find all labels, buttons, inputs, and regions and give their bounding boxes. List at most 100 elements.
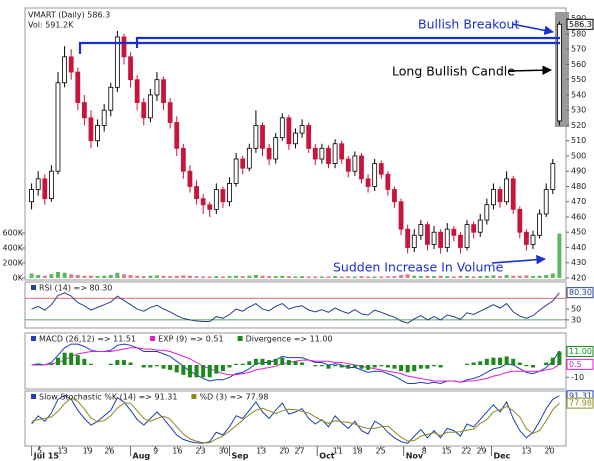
histogram-bar — [544, 362, 549, 365]
volume-bar — [333, 276, 338, 278]
volume-bar — [359, 276, 364, 278]
volume-bar — [399, 275, 404, 278]
y-tick-label: 540 — [571, 90, 586, 99]
candle-body — [299, 125, 305, 134]
candle-body — [365, 178, 371, 187]
candle-body — [372, 163, 378, 187]
volume-bar — [135, 275, 140, 278]
value-tag-box — [566, 345, 594, 357]
candle-body — [451, 228, 457, 236]
histogram-bar — [385, 365, 390, 368]
candle-body — [95, 125, 100, 142]
candle-body — [121, 36, 127, 58]
candle-body — [180, 147, 186, 172]
candle-body — [530, 234, 536, 245]
candle-body — [339, 143, 345, 160]
volume-bar — [88, 275, 93, 278]
candle-body — [332, 143, 338, 164]
histogram-bar — [234, 363, 239, 365]
arrow — [507, 65, 552, 75]
volume-bar — [280, 275, 285, 278]
main-panel — [24, 7, 567, 281]
histogram-bar — [524, 365, 529, 367]
volume-tick-label: 0K — [13, 274, 24, 283]
volume-bar — [478, 276, 483, 278]
x-tick-label: 20 — [544, 447, 554, 456]
volume-bar — [75, 275, 80, 278]
histogram-bar — [260, 358, 265, 365]
candle-body — [398, 201, 404, 230]
volume-bar — [346, 276, 351, 278]
volume-bar — [128, 275, 133, 278]
month-label: Dec — [493, 452, 510, 461]
histogram-bar — [531, 365, 536, 368]
x-tick-label: 22 — [461, 447, 471, 456]
histogram-bar — [253, 358, 258, 365]
value-tag: 91.31 — [569, 391, 592, 400]
histogram-bar — [240, 363, 245, 365]
volume-bar — [62, 272, 67, 278]
value-tag: 586.3 — [569, 20, 592, 29]
histogram-bar — [438, 365, 443, 368]
histogram-bar — [194, 365, 199, 378]
volume-bar — [267, 276, 272, 278]
volume-bar — [207, 276, 212, 278]
volume-bar — [168, 276, 173, 278]
chart-title: VMART (Daily) 586.3 — [28, 11, 110, 20]
y-tick-label: 530 — [571, 106, 586, 115]
candle-body — [425, 224, 430, 245]
histogram-bar — [504, 356, 509, 365]
y-tick-label: 30 — [571, 315, 581, 324]
volume-bar — [108, 275, 113, 278]
volume-bar — [300, 276, 305, 278]
legend-label: Slow Stochastic %K (14) => 91.31 — [39, 393, 177, 402]
y-tick-label: 550 — [571, 75, 586, 84]
volume-bar — [29, 273, 34, 278]
histogram-bar — [511, 358, 516, 365]
candle-body — [464, 224, 470, 248]
volume-bar — [293, 276, 298, 278]
histogram-bar — [491, 357, 496, 365]
histogram-bar — [557, 351, 562, 365]
candle-body — [471, 224, 477, 233]
candle-body — [537, 213, 543, 236]
volume-bar — [531, 276, 536, 278]
volume-bar — [498, 276, 503, 278]
candle-body — [75, 71, 81, 103]
value-tag-box — [566, 287, 594, 299]
candle-body — [411, 234, 417, 248]
y-tick-label: 460 — [571, 212, 586, 221]
volume-bar — [154, 275, 159, 278]
legend-label: Divergence => 11.00 — [246, 335, 333, 344]
volume-bar — [366, 276, 371, 278]
stochastic-panel — [24, 390, 567, 447]
volume-bar — [220, 276, 225, 278]
histogram-bar — [498, 357, 503, 365]
candle-body — [161, 79, 166, 103]
arrow — [491, 254, 546, 265]
candle-body — [345, 158, 351, 172]
x-tick-label: 13 — [521, 447, 531, 456]
histogram-bar — [69, 352, 74, 365]
candle-body — [306, 125, 312, 149]
histogram-bar — [280, 357, 285, 365]
candle-body — [42, 178, 48, 200]
candle-body — [444, 228, 450, 248]
candle-body — [68, 56, 74, 73]
histogram-bar — [465, 363, 470, 365]
histogram-bar — [366, 365, 371, 370]
volume-bar — [491, 275, 496, 278]
value-tag: 77.98 — [569, 399, 592, 408]
candle-body — [114, 36, 120, 88]
histogram-bar — [128, 362, 133, 365]
volume-bar — [214, 276, 219, 278]
histogram-bar — [168, 365, 173, 370]
candle-body — [167, 102, 173, 123]
candle-body — [227, 183, 232, 203]
histogram-bar — [359, 365, 364, 369]
histogram-bar — [293, 361, 298, 365]
legend-swatch — [31, 394, 36, 399]
volume-bar — [55, 272, 60, 278]
histogram-bar — [201, 365, 206, 378]
arrow — [511, 23, 554, 36]
